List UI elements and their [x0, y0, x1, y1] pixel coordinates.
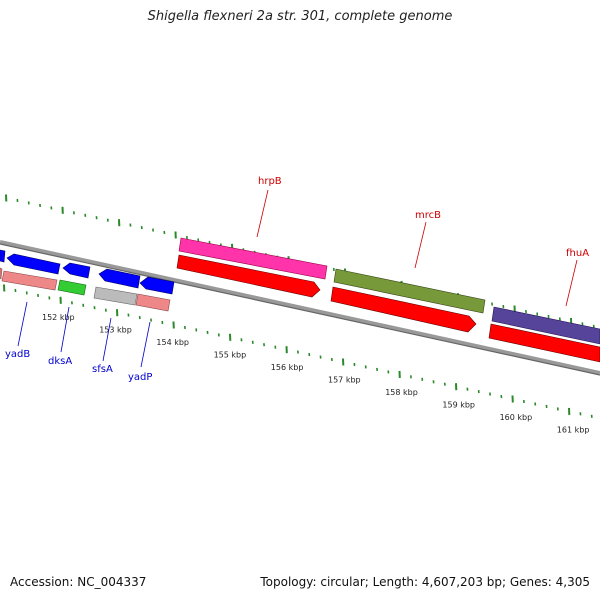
tick-label-row: 152 kbp 153 kbp 154 kbp 155 kbp 156 kbp 157 k… — [42, 313, 589, 434]
label-hrpB: hrpB — [258, 176, 282, 187]
leader-hrpB — [256, 189, 269, 238]
gene-fhuA — [491, 306, 600, 345]
gene-salmon-1 — [1, 270, 58, 291]
tick-label: 158 kbp — [385, 388, 418, 397]
tick-label: 153 kbp — [99, 326, 132, 335]
label-sfsA: sfsA — [92, 364, 113, 375]
cds-red-2 — [330, 286, 477, 333]
label-mrcB: mrcB — [415, 210, 441, 221]
gene-hrpB — [178, 237, 328, 280]
lower-tick-row — [3, 284, 593, 418]
gene-dksA — [57, 279, 87, 296]
leader-fhuA — [565, 259, 578, 307]
label-fhuA: fhuA — [566, 248, 589, 259]
gene-blue-1 — [6, 253, 61, 275]
cds-red-3 — [488, 323, 600, 363]
accession-text: Accession: NC_004337 — [10, 575, 147, 589]
map-title: Shigella flexneri 2a str. 301, complete … — [147, 9, 453, 24]
gene-yadP — [135, 293, 171, 312]
tick-label: 161 kbp — [557, 425, 590, 434]
gene-salmon-left-edge — [0, 267, 3, 280]
leader-yadP — [140, 321, 151, 368]
tick-label: 160 kbp — [500, 413, 533, 422]
genome-backbone — [0, 240, 600, 375]
tick-label: 156 kbp — [271, 363, 304, 372]
label-yadP: yadP — [128, 372, 152, 383]
leader-mrcB — [414, 221, 427, 269]
gene-blue-left-edge — [0, 249, 6, 263]
cds-red-1 — [176, 254, 321, 298]
tick-label: 155 kbp — [214, 351, 247, 360]
gene-sfsA — [93, 286, 138, 306]
label-dksA: dksA — [48, 356, 72, 367]
gene-blue-2 — [62, 262, 91, 279]
tick-label: 152 kbp — [42, 313, 75, 322]
leader-sfsA — [102, 317, 112, 362]
gene-mrcB — [333, 268, 486, 314]
tick-label: 159 kbp — [442, 400, 475, 409]
tick-label: 154 kbp — [156, 338, 189, 347]
label-yadB: yadB — [5, 349, 30, 360]
tick-label: 157 kbp — [328, 375, 361, 384]
gene-blue-4 — [139, 276, 175, 295]
topology-text: Topology: circular; Length: 4,607,203 bp… — [260, 575, 590, 589]
leader-dksA — [60, 306, 70, 353]
gene-blue-3 — [98, 268, 141, 289]
leader-yadB — [17, 301, 28, 347]
genome-backbone-shadow — [0, 243, 600, 376]
